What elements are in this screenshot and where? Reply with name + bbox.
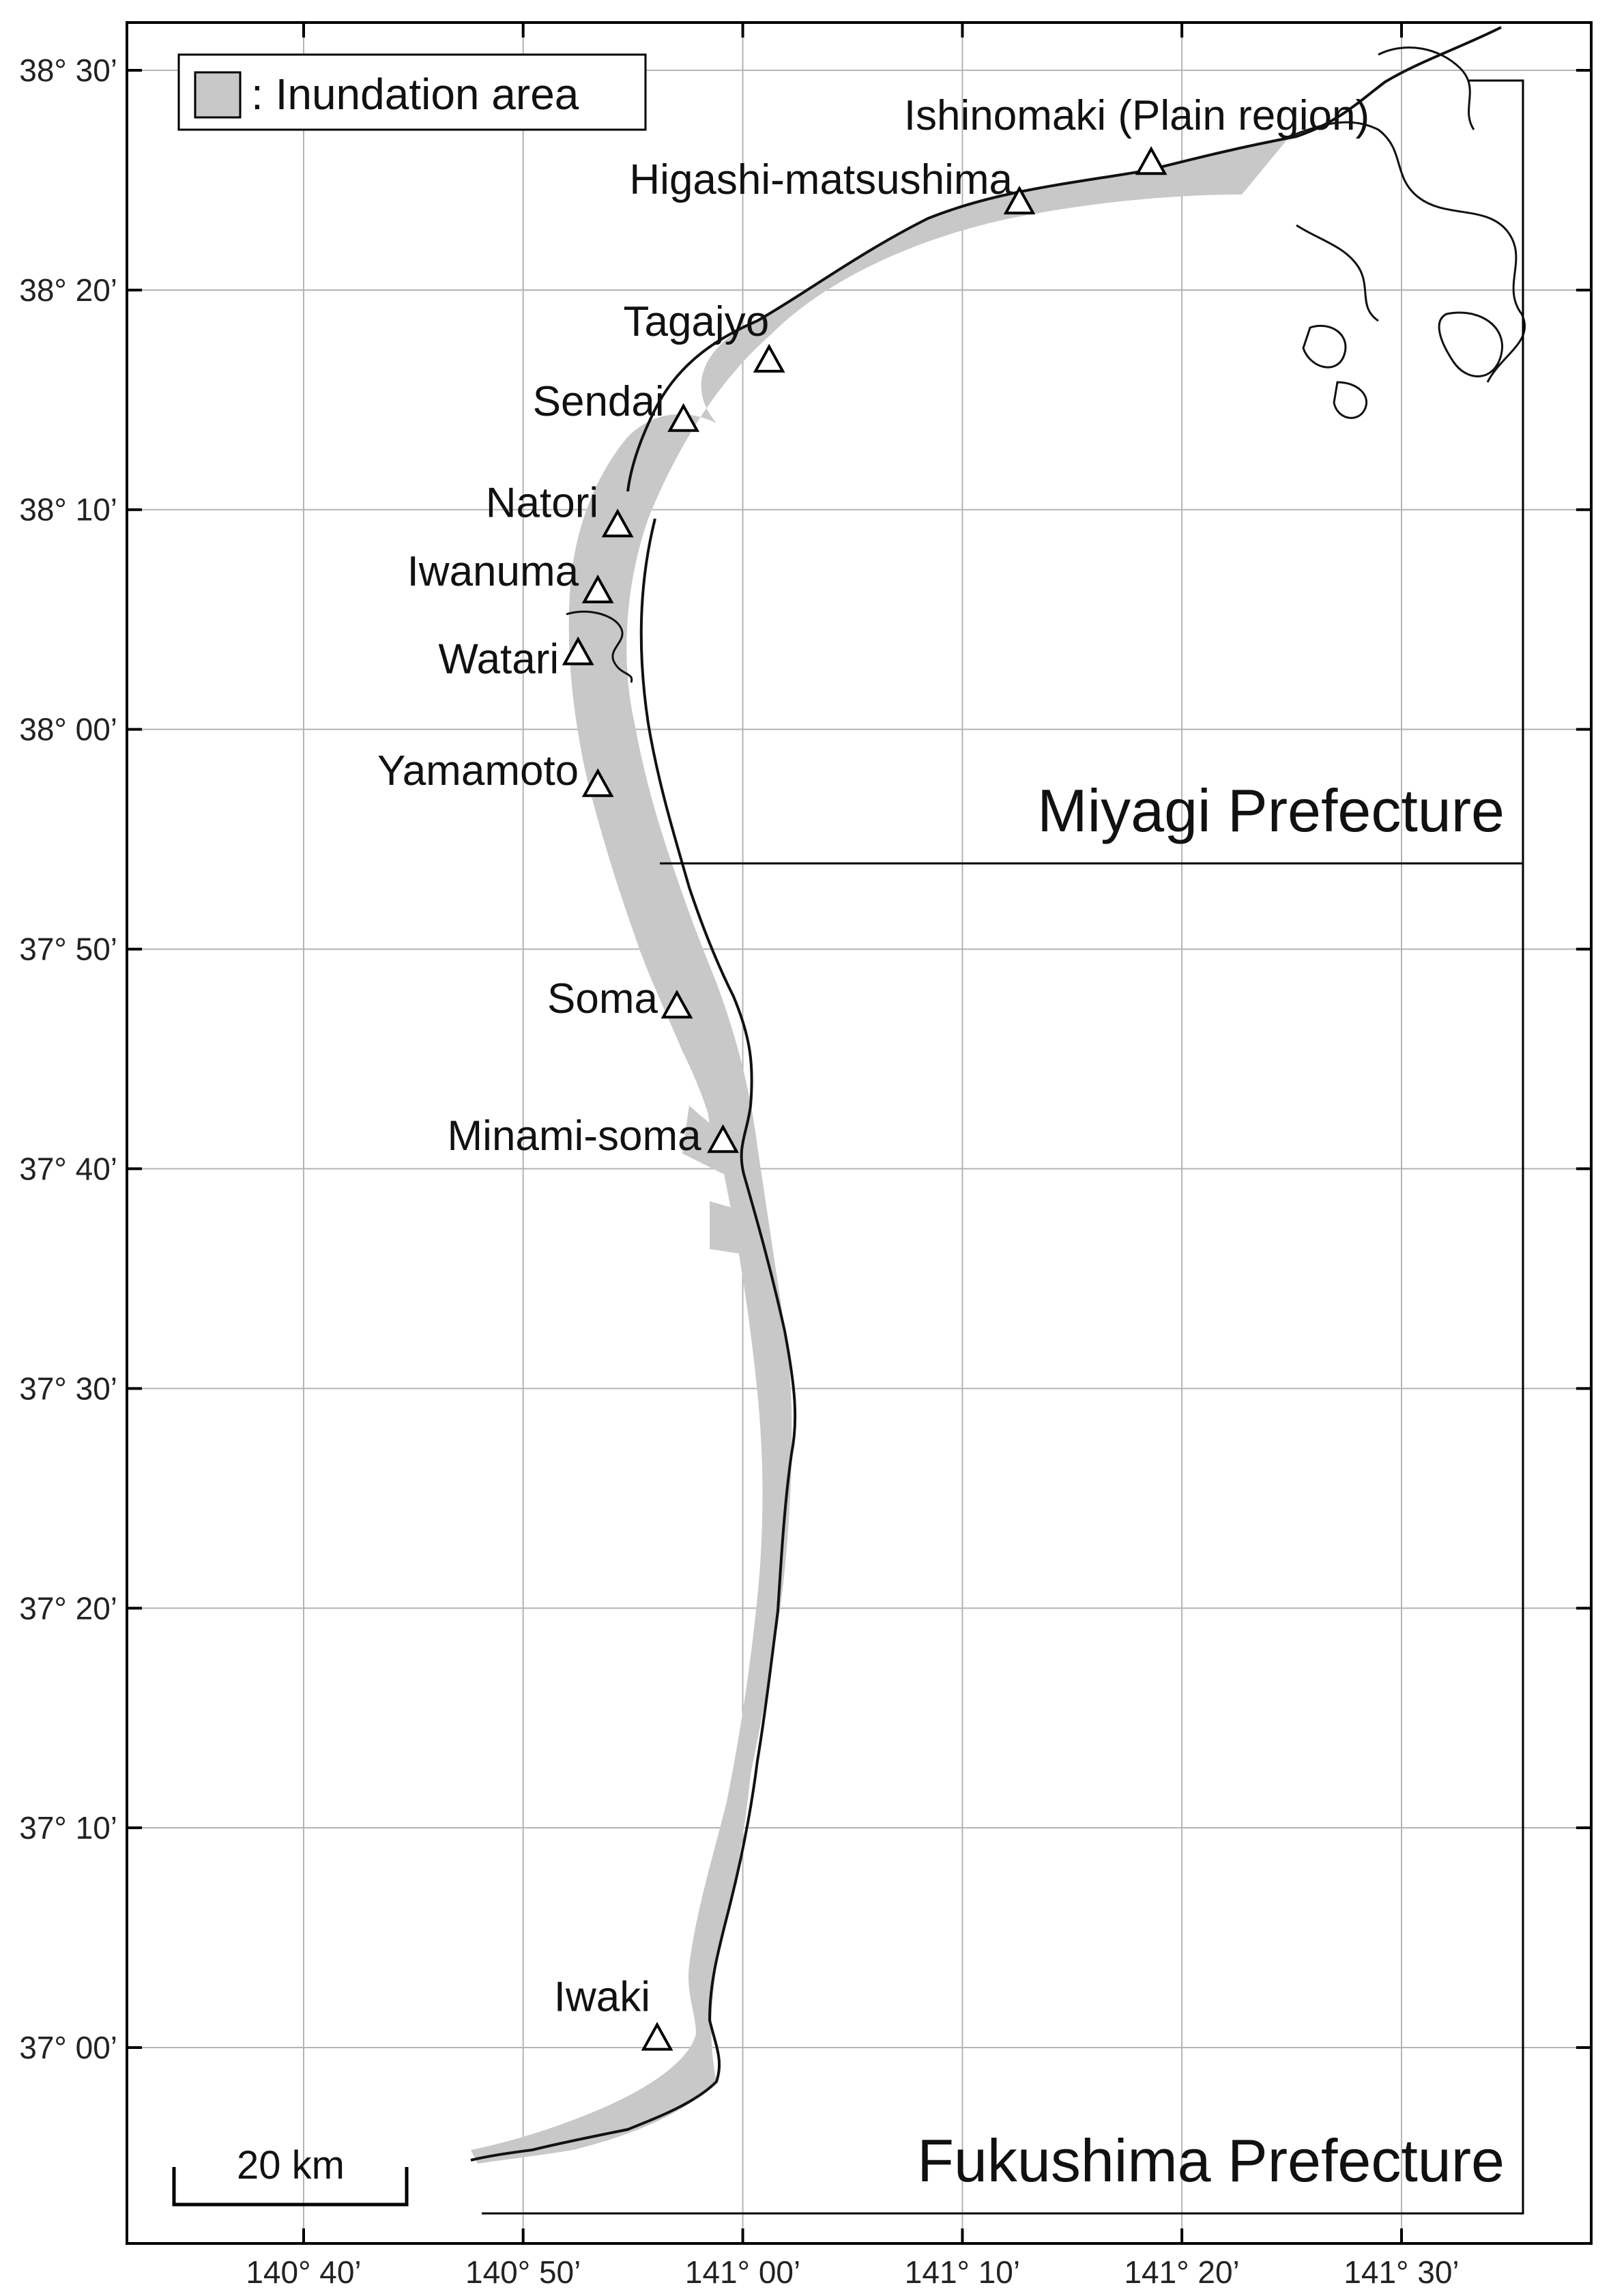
- prefecture-label-miyagi: Miyagi Prefecture: [1037, 777, 1505, 844]
- city-marker-icon: [1003, 186, 1036, 215]
- city-label: Watari: [438, 636, 559, 683]
- city-marker-icon: [601, 508, 634, 538]
- lon-tick-label: 141° 10’: [905, 2254, 1020, 2290]
- lon-tick-label: 140° 50’: [465, 2254, 581, 2290]
- city-label: Higashi-matsushima: [629, 156, 1013, 203]
- lat-tick-label: 37° 00’: [19, 2030, 117, 2065]
- lat-tick-label: 38° 20’: [19, 272, 117, 308]
- prefecture-label-fukushima: Fukushima Prefecture: [917, 2127, 1505, 2194]
- city-marker-icon: [661, 990, 693, 1019]
- lon-tick-label: 140° 40’: [246, 2254, 361, 2290]
- axis-ticks: 38° 30’ 38° 20’ 38° 10’ 38° 00’ 37° 50’ 37° 4…: [19, 23, 1591, 2290]
- lat-tick-label: 38° 30’: [19, 53, 117, 88]
- city-marker-icon: [667, 403, 700, 432]
- scale-bar-label: 20 km: [237, 2143, 345, 2187]
- city-marker-icon: [641, 2022, 673, 2051]
- legend: : Inundation area: [177, 53, 647, 131]
- lat-tick-label: 37° 10’: [19, 1810, 117, 1846]
- lon-tick-label: 141° 00’: [685, 2254, 800, 2290]
- lon-tick-label: 141° 30’: [1344, 2254, 1459, 2290]
- city-label: Minami-soma: [448, 1113, 702, 1160]
- peninsula-outline: [1289, 46, 1526, 419]
- city-label: Sendai: [533, 378, 665, 425]
- legend-swatch: [194, 71, 242, 119]
- lat-tick-label: 37° 40’: [19, 1151, 117, 1186]
- city-marker-icon: [562, 636, 594, 665]
- lat-tick-label: 37° 20’: [19, 1590, 117, 1626]
- lon-tick-label: 141° 20’: [1124, 2254, 1239, 2290]
- city-marker-icon: [1135, 146, 1167, 175]
- miyagi-boundary: [660, 79, 1524, 865]
- city-label: Iwanuma: [407, 548, 579, 595]
- scale-bar: 20 km: [172, 2143, 409, 2207]
- city-label: Ishinomaki (Plain region): [904, 92, 1369, 139]
- lat-tick-label: 38° 00’: [19, 712, 117, 747]
- city-marker-icon: [707, 1124, 739, 1153]
- lat-tick-label: 38° 10’: [19, 492, 117, 528]
- city-label: Iwaki: [554, 1973, 650, 2020]
- lat-tick-label: 37° 50’: [19, 932, 117, 967]
- scale-bar-line: [172, 2167, 409, 2207]
- city-marker-icon: [753, 343, 785, 373]
- city-label: Soma: [547, 975, 658, 1022]
- legend-box: [177, 53, 647, 131]
- map-frame: [126, 21, 1593, 2245]
- city-label: Yamamoto: [377, 747, 579, 794]
- fukushima-boundary: [482, 863, 1524, 2215]
- city-marker-icon: [581, 574, 614, 603]
- city-markers: Ishinomaki (Plain region) Higashi-matsush…: [377, 92, 1369, 2051]
- city-label: Natori: [486, 479, 598, 526]
- legend-label: : Inundation area: [251, 70, 579, 119]
- inundation-patch-north: [682, 1065, 757, 1256]
- lat-tick-label: 37° 30’: [19, 1371, 117, 1406]
- city-marker-icon: [581, 768, 614, 797]
- city-label: Tagajyo: [623, 298, 769, 345]
- river-mouth: [566, 610, 633, 683]
